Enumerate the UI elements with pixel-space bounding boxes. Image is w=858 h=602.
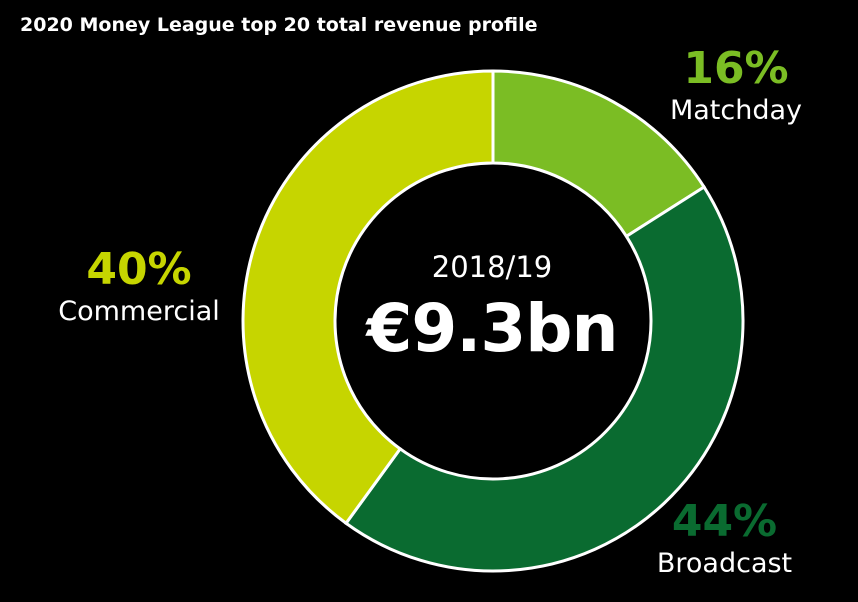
matchday-label-group: 16% Matchday [656, 44, 816, 128]
center-year-label: 2018/19 [431, 250, 553, 284]
slice-commercial [241, 69, 495, 526]
slice-broadcast [343, 184, 745, 573]
commercial-label-group: 40% Commercial [44, 245, 234, 329]
commercial-name: Commercial [58, 296, 220, 327]
broadcast-percent: 44% [671, 496, 778, 547]
matchday-percent: 16% [683, 43, 789, 94]
broadcast-label-group: 44% Broadcast [642, 497, 807, 581]
broadcast-name: Broadcast [656, 548, 793, 579]
center-total-value: €9.3bn [366, 290, 618, 367]
chart-title: 2020 Money League top 20 total revenue p… [20, 14, 538, 36]
matchday-name: Matchday [669, 95, 803, 126]
commercial-percent: 40% [86, 244, 192, 295]
